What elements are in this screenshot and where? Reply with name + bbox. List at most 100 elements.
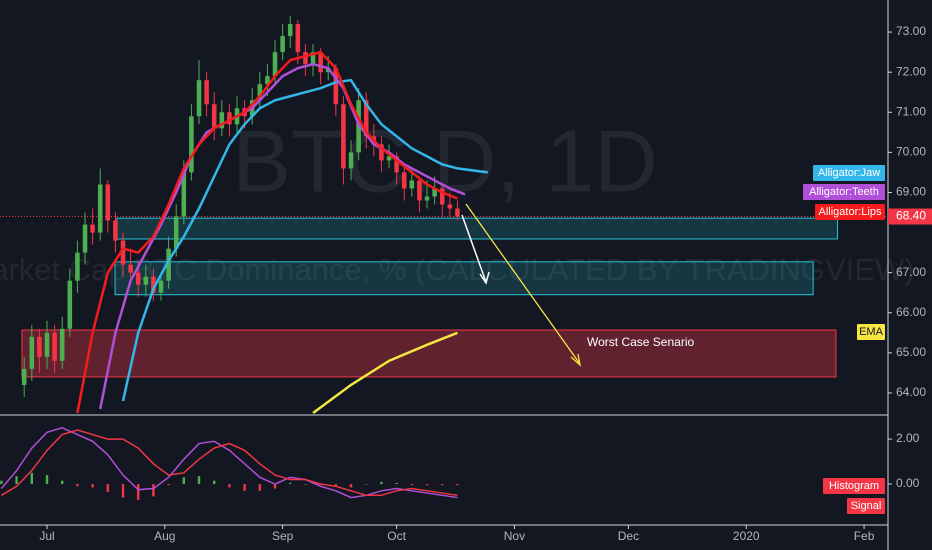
candle-body — [128, 264, 133, 273]
histogram-bar — [137, 484, 140, 500]
histogram-bar — [365, 484, 368, 485]
y-tick-label: 67.00 — [896, 265, 926, 279]
y-tick-label: 70.00 — [896, 145, 926, 159]
histogram-bar — [167, 484, 170, 486]
histogram-bar — [289, 482, 292, 485]
candle-body — [379, 144, 384, 161]
x-tick-label: 2020 — [733, 529, 760, 543]
axis-label: Alligator:Jaw — [818, 167, 880, 179]
axis-label-bg — [815, 204, 885, 220]
zone — [114, 261, 814, 296]
axis-label-bg — [857, 324, 885, 340]
candle-body — [219, 112, 225, 129]
y-tick-label: 65.00 — [896, 345, 926, 359]
candle-body — [52, 332, 57, 361]
candle-body — [447, 204, 453, 209]
arrow-line — [465, 203, 581, 365]
arrow-line — [461, 214, 487, 283]
candle-body — [196, 80, 202, 117]
candle-body — [151, 276, 156, 293]
candle-body — [158, 280, 164, 293]
candle-body — [363, 100, 369, 137]
candle-body — [97, 184, 103, 233]
axis-label-bg — [803, 184, 885, 200]
y-tick-label: 73.00 — [896, 24, 926, 38]
candle-body — [44, 332, 50, 357]
histogram-bar — [304, 484, 307, 485]
indicator-line — [312, 331, 458, 415]
candle-body — [37, 336, 42, 357]
y-tick-label: 69.00 — [896, 185, 926, 199]
candle-body — [401, 172, 407, 189]
y-tick-label: 72.00 — [896, 64, 926, 78]
candle-body — [181, 172, 187, 217]
axis-label: Signal — [851, 500, 882, 512]
watermark: BTC.D, 1D Market Cap BTC Dominance, % (C… — [0, 111, 915, 287]
arrow-head — [479, 271, 490, 285]
y-tick-label: 2.00 — [896, 431, 920, 445]
x-tick-label: Dec — [618, 529, 639, 543]
histogram-bar — [395, 482, 398, 485]
x-tick-label: Jul — [39, 529, 54, 543]
y-tick-label: 64.00 — [896, 385, 926, 399]
candle-body — [82, 224, 88, 253]
candle-body — [143, 276, 149, 285]
candle-body — [409, 180, 415, 189]
candle-body — [394, 156, 399, 173]
candle-body — [166, 248, 171, 281]
histogram-bar — [456, 484, 459, 486]
candle-body — [432, 188, 437, 197]
arrows — [461, 203, 581, 367]
zone — [21, 329, 837, 378]
histogram-bar — [91, 484, 94, 488]
candle-body — [29, 336, 35, 369]
candle-body — [265, 76, 270, 85]
candle-body — [280, 36, 285, 53]
axis-label-bg — [847, 498, 885, 514]
candle-body — [318, 52, 323, 73]
indicator-line — [76, 50, 458, 414]
candle-body — [287, 24, 293, 37]
annotation: Worst Case Senario — [587, 335, 694, 349]
x-tick-label: Oct — [387, 529, 406, 543]
axis-label: Alligator:Lips — [819, 206, 882, 218]
price-label: 68.40 — [896, 209, 926, 223]
candle-body — [310, 52, 316, 65]
histogram-bar — [30, 472, 34, 485]
zone — [116, 217, 838, 240]
price-label-bg — [888, 208, 932, 225]
x-tick-label: Aug — [154, 529, 175, 543]
indicator-line — [121, 78, 488, 402]
histogram-bar — [258, 484, 262, 491]
histogram-bar — [106, 484, 110, 492]
arrow-head — [570, 353, 581, 367]
histogram-bar — [349, 484, 353, 488]
y-tick-label: 71.00 — [896, 104, 926, 118]
candle-body — [21, 368, 27, 385]
candle-body — [272, 52, 278, 77]
candle-body — [417, 180, 422, 201]
histogram-bar — [380, 481, 383, 485]
histogram-bar — [197, 476, 201, 485]
histogram-bar — [213, 480, 216, 485]
histogram-bar — [425, 484, 429, 486]
histogram-bar — [15, 476, 18, 485]
histogram-bar — [45, 475, 49, 485]
y-tick-label: 0.00 — [896, 476, 920, 490]
signal-line — [1, 429, 458, 497]
watermark-symbol: BTC.D, 1D — [232, 111, 657, 210]
x-tick-label: Sep — [272, 529, 294, 543]
candle-body — [348, 152, 354, 169]
candle-body — [59, 328, 65, 361]
candle-body — [386, 156, 392, 161]
axis-label: Histogram — [829, 480, 879, 492]
candle-body — [90, 224, 95, 233]
histogram-bar — [0, 480, 3, 485]
x-tick-label: Nov — [504, 529, 525, 543]
x-tick-label: Feb — [854, 529, 875, 543]
axis-label: EMA — [859, 326, 884, 338]
candle-body — [257, 84, 263, 101]
candle-body — [189, 116, 194, 173]
